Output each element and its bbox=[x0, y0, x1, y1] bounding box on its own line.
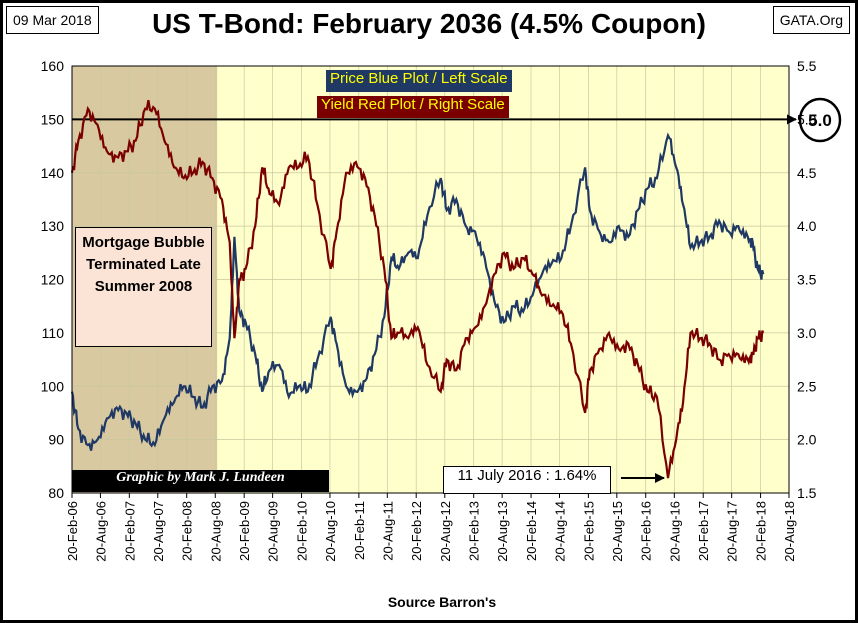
low-yield-callout: 11 July 2016 : 1.64% bbox=[443, 466, 611, 494]
left-tick-label: 150 bbox=[41, 111, 65, 127]
left-tick-label: 100 bbox=[41, 378, 65, 394]
plot-border bbox=[71, 65, 790, 494]
credit-label: Graphic by Mark J. Lundeen bbox=[72, 470, 329, 492]
x-tick-label: 20-Aug-10 bbox=[323, 501, 338, 562]
x-tick-label: 20-Aug-14 bbox=[552, 501, 567, 562]
x-axis: 20-Feb-06 20-Aug-06 20-Feb-07 20-Aug-07 20-F… bbox=[65, 493, 797, 562]
left-tick-label: 80 bbox=[48, 485, 64, 501]
x-tick-label: 20-Aug-15 bbox=[610, 501, 625, 562]
right-tick-label: 5.5 bbox=[797, 58, 817, 74]
x-tick-label: 20-Aug-17 bbox=[725, 501, 740, 562]
x-tick-label: 20-Feb-18 bbox=[754, 501, 769, 561]
x-tick-label: 20-Aug-09 bbox=[266, 501, 281, 562]
x-tick-label: 20-Feb-10 bbox=[295, 501, 310, 561]
chart-title: US T-Bond: February 2036 (4.5% Coupon) bbox=[152, 8, 706, 39]
right-tick-label: 5.0 bbox=[797, 111, 817, 127]
x-tick-label: 20-Aug-07 bbox=[151, 501, 166, 562]
x-tick-label: 20-Aug-13 bbox=[495, 501, 510, 562]
right-tick-label: 2.5 bbox=[797, 378, 817, 394]
x-tick-label: 20-Feb-11 bbox=[352, 501, 367, 560]
x-tick-label: 20-Aug-16 bbox=[667, 501, 682, 562]
x-tick-label: 20-Aug-08 bbox=[208, 501, 223, 562]
right-tick-label: 1.5 bbox=[797, 485, 817, 501]
right-tick-label: 2.0 bbox=[797, 432, 817, 448]
left-tick-label: 160 bbox=[41, 58, 65, 74]
x-tick-label: 20-Feb-14 bbox=[524, 501, 539, 561]
level-marker-label: 5.0 bbox=[808, 111, 832, 130]
x-tick-label: 20-Aug-06 bbox=[93, 501, 108, 562]
right-axis: 1.5 2.0 2.5 3.0 3.5 4.0 4.5 5.0 5.5 bbox=[797, 58, 817, 501]
legend-price: Price Blue Plot / Left Scale bbox=[326, 70, 512, 92]
left-tick-label: 130 bbox=[41, 218, 65, 234]
x-tick-label: 20-Feb-13 bbox=[467, 501, 482, 561]
left-tick-label: 90 bbox=[48, 432, 64, 448]
date-label: 09 Mar 2018 bbox=[6, 6, 99, 34]
x-tick-label: 20-Feb-12 bbox=[409, 501, 424, 561]
x-tick-label: 20-Feb-17 bbox=[696, 501, 711, 561]
source-label: Source Barron's bbox=[387, 594, 497, 610]
left-axis: 80 90 100 110 120 130 140 150 160 bbox=[41, 58, 65, 501]
x-tick-label: 20-Feb-07 bbox=[122, 501, 137, 561]
right-tick-label: 3.0 bbox=[797, 325, 817, 341]
x-tick-label: 20-Feb-16 bbox=[639, 501, 654, 561]
yield-series-line bbox=[70, 100, 765, 479]
left-tick-label: 110 bbox=[42, 325, 65, 341]
x-tick-label: 20-Feb-08 bbox=[180, 501, 195, 561]
level-marker-circle bbox=[798, 97, 842, 143]
x-tick-label: 20-Aug-11 bbox=[380, 501, 395, 561]
price-series-line bbox=[70, 132, 765, 451]
right-tick-label: 3.5 bbox=[797, 272, 817, 288]
x-tick-label: 20-Aug-18 bbox=[782, 501, 797, 562]
right-tick-label: 4.5 bbox=[797, 165, 817, 181]
right-tick-label: 4.0 bbox=[797, 218, 817, 234]
x-tick-label: 20-Aug-12 bbox=[438, 501, 453, 562]
x-tick-label: 20-Feb-06 bbox=[65, 501, 80, 561]
mortgage-bubble-annotation: Mortgage Bubble Terminated Late Summer 2… bbox=[75, 227, 212, 347]
x-tick-label: 20-Feb-09 bbox=[237, 501, 252, 561]
x-tick-label: 20-Feb-15 bbox=[581, 501, 596, 561]
site-label: GATA.Org bbox=[772, 6, 850, 34]
left-tick-label: 120 bbox=[41, 272, 65, 288]
legend-yield: Yield Red Plot / Right Scale bbox=[317, 96, 509, 118]
left-tick-label: 140 bbox=[41, 165, 65, 181]
